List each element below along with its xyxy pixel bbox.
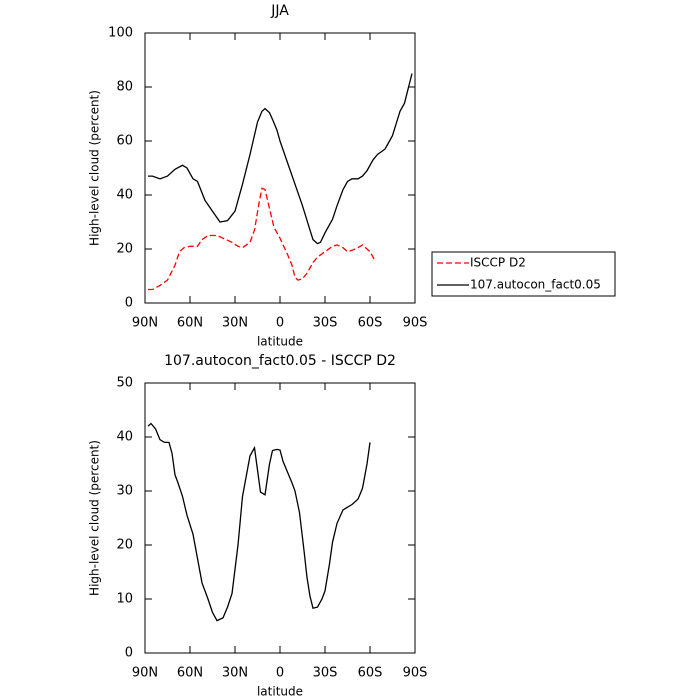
x-axis-label: latitude	[257, 685, 303, 699]
y-tick-label: 0	[125, 296, 133, 311]
x-tick-label: 0	[276, 316, 284, 331]
x-tick-label: 90S	[403, 666, 428, 681]
y-tick-label: 0	[125, 646, 133, 661]
plot-frame	[144, 382, 416, 654]
x-tick-label: 30S	[313, 316, 338, 331]
data-line	[147, 422, 371, 622]
x-tick-label: 90N	[132, 666, 158, 681]
x-tick-label: 30S	[313, 666, 338, 681]
x-tick-label: 30N	[222, 316, 248, 331]
y-tick-label: 20	[116, 242, 133, 257]
x-tick-label: 60N	[177, 666, 203, 681]
plot-frame	[144, 32, 416, 304]
x-tick-label: 90N	[132, 316, 158, 331]
x-tick-label: 60S	[358, 316, 383, 331]
x-tick-label: 60N	[177, 316, 203, 331]
y-axis-label: High-level cloud (percent)	[88, 440, 102, 596]
legend-box	[431, 251, 616, 297]
x-axis-label: latitude	[257, 335, 303, 349]
chart-title: JJA	[270, 3, 289, 19]
y-tick-label: 50	[116, 376, 133, 391]
y-tick-label: 60	[116, 134, 133, 149]
y-tick-label: 20	[116, 538, 133, 553]
y-tick-label: 80	[116, 80, 133, 95]
y-axis-label: High-level cloud (percent)	[88, 90, 102, 246]
chart-title: 107.autocon_fact0.05 - ISCCP D2	[164, 353, 396, 369]
x-tick-label: 30N	[222, 666, 248, 681]
y-tick-label: 10	[116, 592, 133, 607]
data-line	[148, 187, 376, 291]
x-tick-label: 90S	[403, 316, 428, 331]
x-tick-label: 60S	[358, 666, 383, 681]
legend-label: 107.autocon_fact0.05	[470, 278, 601, 292]
data-line	[148, 73, 413, 245]
y-tick-label: 100	[108, 26, 133, 41]
legend-label: ISCCP D2	[470, 256, 526, 270]
y-tick-label: 40	[116, 188, 133, 203]
x-tick-label: 0	[276, 666, 284, 681]
y-tick-label: 40	[116, 430, 133, 445]
y-tick-label: 30	[116, 484, 133, 499]
